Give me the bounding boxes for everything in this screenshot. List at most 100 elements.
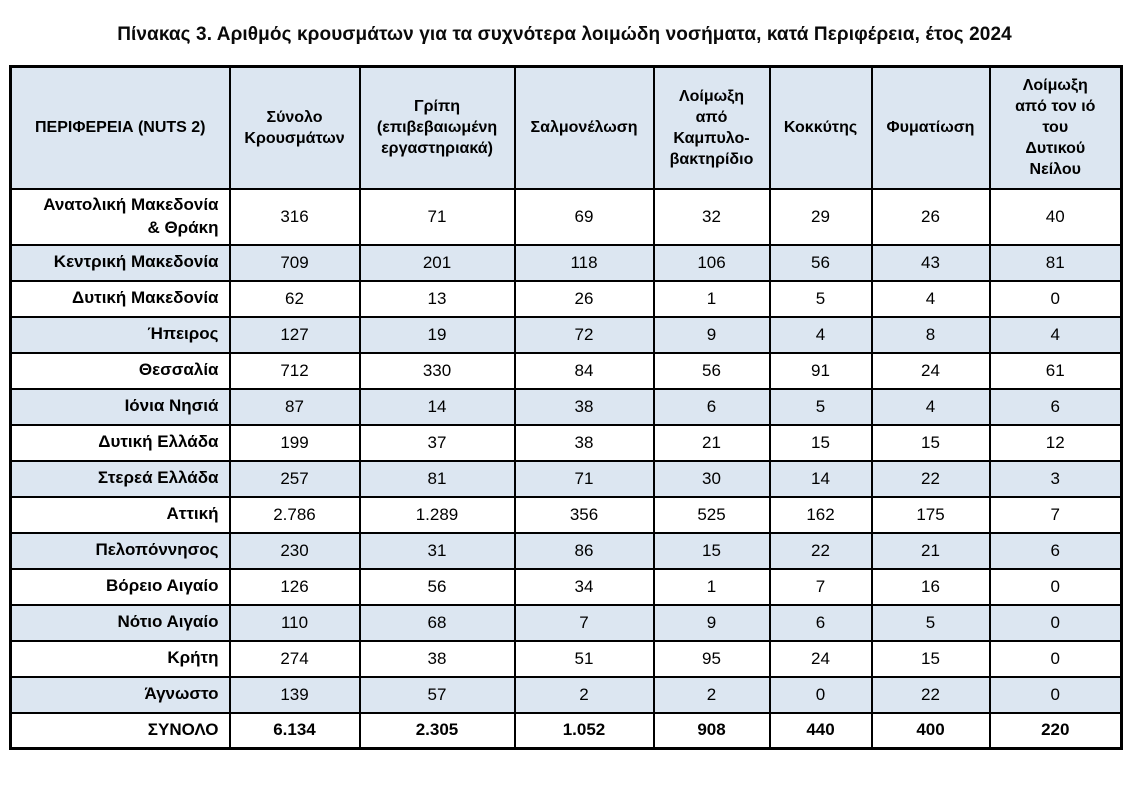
value-cell: 13: [358, 279, 516, 318]
value-cell: 440: [768, 711, 873, 750]
value-cell: 4: [870, 279, 991, 318]
region-cell: Ήπειρος: [9, 315, 231, 354]
cases-by-region-table: ΠΕΡΙΦΕΡΕΙΑ (NUTS 2) Σύνολο Κρουσμάτων Γρ…: [9, 65, 1123, 750]
table-title: Πίνακας 3. Αριθμός κρουσμάτων για τα συχ…: [117, 24, 1012, 45]
value-cell: 4: [870, 387, 991, 426]
value-cell: 908: [652, 711, 771, 750]
value-cell: 26: [513, 279, 655, 318]
value-cell: 37: [358, 423, 516, 462]
table-row: Κεντρική Μακεδονία 709 201 118 106 56 43…: [9, 243, 1123, 282]
value-cell: 24: [870, 351, 991, 390]
value-cell: 15: [870, 423, 991, 462]
value-cell: 57: [358, 675, 516, 714]
value-cell: 7: [768, 567, 873, 606]
value-cell: 257: [228, 459, 361, 498]
col-header-region: ΠΕΡΙΦΕΡΕΙΑ (NUTS 2): [9, 65, 231, 190]
value-cell: 3: [988, 459, 1123, 498]
region-cell: Νότιο Αιγαίο: [9, 603, 231, 642]
value-cell: 15: [768, 423, 873, 462]
value-cell: 126: [228, 567, 361, 606]
value-cell: 38: [513, 423, 655, 462]
value-cell: 6: [988, 531, 1123, 570]
value-cell: 5: [768, 279, 873, 318]
region-cell: Στερεά Ελλάδα: [9, 459, 231, 498]
value-cell: 68: [358, 603, 516, 642]
table-row: Δυτική Ελλάδα 199 37 38 21 15 15 12: [9, 423, 1123, 462]
value-cell: 199: [228, 423, 361, 462]
value-cell: 712: [228, 351, 361, 390]
table-body: Ανατολική Μακεδονία & Θράκη 316 71 69 32…: [9, 187, 1123, 750]
value-cell: 139: [228, 675, 361, 714]
region-cell: Θεσσαλία: [9, 351, 231, 390]
value-cell: 274: [228, 639, 361, 678]
table-row: Άγνωστο 139 57 2 2 0 22 0: [9, 675, 1123, 714]
value-cell: 4: [988, 315, 1123, 354]
value-cell: 14: [768, 459, 873, 498]
value-cell: 56: [768, 243, 873, 282]
value-cell: 106: [652, 243, 771, 282]
value-cell: 1.289: [358, 495, 516, 534]
table-row: Βόρειο Αιγαίο 126 56 34 1 7 16 0: [9, 567, 1123, 606]
value-cell: 0: [988, 675, 1123, 714]
value-cell: 71: [358, 187, 516, 246]
value-cell: 81: [358, 459, 516, 498]
value-cell: 24: [768, 639, 873, 678]
value-cell: 22: [870, 675, 991, 714]
value-cell: 22: [870, 459, 991, 498]
value-cell: 220: [988, 711, 1123, 750]
value-cell: 2: [652, 675, 771, 714]
value-cell: 43: [870, 243, 991, 282]
value-cell: 29: [768, 187, 873, 246]
col-header-pertussis: Κοκκύτης: [768, 65, 873, 190]
value-cell: 38: [358, 639, 516, 678]
value-cell: 356: [513, 495, 655, 534]
value-cell: 0: [988, 279, 1123, 318]
value-cell: 16: [870, 567, 991, 606]
col-header-influenza: Γρίπη (επιβεβαιωμένη εργαστηριακά): [358, 65, 516, 190]
value-cell: 9: [652, 315, 771, 354]
value-cell: 69: [513, 187, 655, 246]
value-cell: 81: [988, 243, 1123, 282]
region-cell: Βόρειο Αιγαίο: [9, 567, 231, 606]
value-cell: 6.134: [228, 711, 361, 750]
value-cell: 127: [228, 315, 361, 354]
value-cell: 118: [513, 243, 655, 282]
value-cell: 2.305: [358, 711, 516, 750]
value-cell: 38: [513, 387, 655, 426]
value-cell: 19: [358, 315, 516, 354]
region-cell: Κρήτη: [9, 639, 231, 678]
value-cell: 21: [652, 423, 771, 462]
value-cell: 51: [513, 639, 655, 678]
value-cell: 95: [652, 639, 771, 678]
value-cell: 230: [228, 531, 361, 570]
value-cell: 400: [870, 711, 991, 750]
table-row: Στερεά Ελλάδα 257 81 71 30 14 22 3: [9, 459, 1123, 498]
value-cell: 87: [228, 387, 361, 426]
value-cell: 175: [870, 495, 991, 534]
header-row: ΠΕΡΙΦΕΡΕΙΑ (NUTS 2) Σύνολο Κρουσμάτων Γρ…: [9, 65, 1123, 190]
value-cell: 0: [988, 639, 1123, 678]
table-row: Θεσσαλία 712 330 84 56 91 24 61: [9, 351, 1123, 390]
value-cell: 0: [768, 675, 873, 714]
table-row: Αττική 2.786 1.289 356 525 162 175 7: [9, 495, 1123, 534]
value-cell: 40: [988, 187, 1123, 246]
value-cell: 2: [513, 675, 655, 714]
table-row: Ήπειρος 127 19 72 9 4 8 4: [9, 315, 1123, 354]
value-cell: 32: [652, 187, 771, 246]
value-cell: 1.052: [513, 711, 655, 750]
value-cell: 31: [358, 531, 516, 570]
value-cell: 201: [358, 243, 516, 282]
value-cell: 30: [652, 459, 771, 498]
value-cell: 525: [652, 495, 771, 534]
value-cell: 56: [358, 567, 516, 606]
value-cell: 316: [228, 187, 361, 246]
col-header-west-nile-virus: Λοίμωξη από τον ιό του Δυτικού Νείλου: [988, 65, 1123, 190]
region-cell: Πελοπόννησος: [9, 531, 231, 570]
value-cell: 0: [988, 567, 1123, 606]
value-cell: 5: [870, 603, 991, 642]
table-row: Ανατολική Μακεδονία & Θράκη 316 71 69 32…: [9, 187, 1123, 246]
region-cell: Δυτική Μακεδονία: [9, 279, 231, 318]
value-cell: 8: [870, 315, 991, 354]
value-cell: 709: [228, 243, 361, 282]
value-cell: 7: [513, 603, 655, 642]
